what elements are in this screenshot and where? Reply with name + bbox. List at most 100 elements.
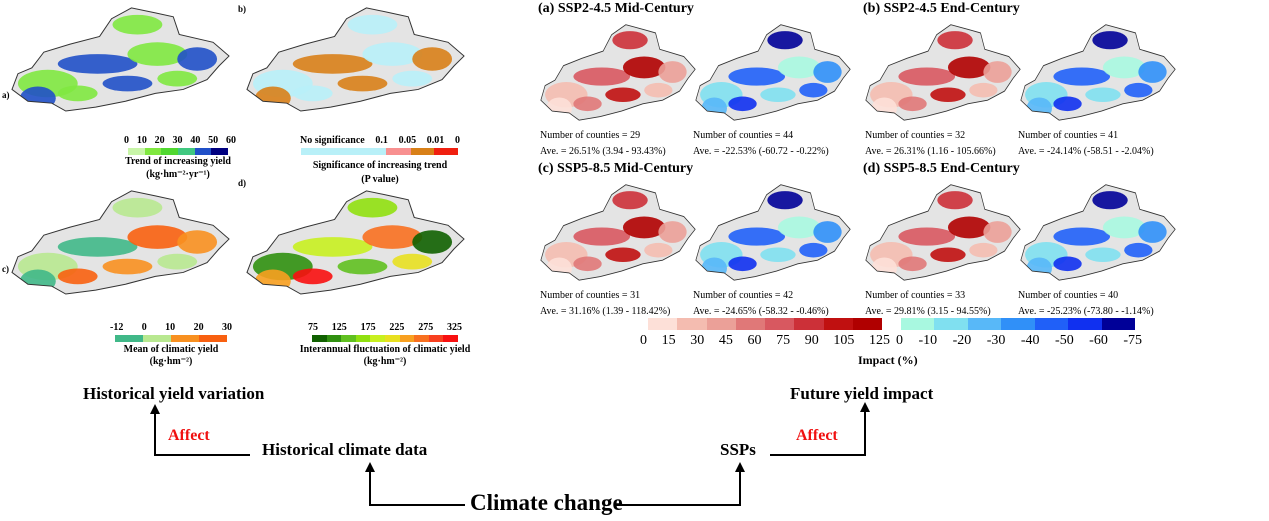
negative-stats: Number of counties = 42 Ave. = -24.65% (-… [693,288,829,320]
legend-b-ticks: No significance 0.1 0.05 0.01 0 [300,135,460,146]
colorbar-swatch [765,318,795,330]
impact-colorbar-negative [901,318,1135,330]
negative-stats: Number of counties = 40 Ave. = -25.23% (-… [1018,288,1154,320]
colorbar-swatch [410,148,435,155]
tick-label: -30 [986,333,1006,348]
colorbar-b [301,148,458,155]
legend-d-title: Interannual fluctuation of climatic yiel… [299,344,471,355]
panel-label-b: b) [238,4,247,14]
tick-label: 50 [208,135,219,146]
tick-label: 75 [308,322,318,333]
tick-label: -40 [1020,333,1040,348]
scenario-title: (b) SSP2-4.5 End-Century [863,1,1020,16]
colorbar-swatch [934,318,968,330]
tick-label: 90 [804,333,819,348]
historical-climate-data: Historical climate data [262,440,428,459]
negative-stats: Number of counties = 44 Ave. = -22.53% (-… [693,128,829,160]
positive-stats: Number of counties = 31 Ave. = 31.16% (1.… [540,288,670,320]
colorbar-swatch [301,148,386,155]
colorbar-swatch [428,335,444,342]
legend-a-title: Trend of increasing yield [125,156,231,167]
negative-counties: Number of counties = 40 [1018,290,1119,301]
colorbar-swatch [144,148,162,155]
negative-counties: Number of counties = 44 [693,130,794,141]
legend-b-title: Significance of increasing trend [312,160,448,171]
colorbar-swatch [341,335,356,342]
negative-stats: Number of counties = 41 Ave. = -24.14% (-… [1018,128,1154,160]
affect-label-left: Affect [168,427,210,444]
legend-a-unit: (kg·hm⁻²·yr⁻¹) [146,169,210,180]
scenario-title: (c) SSP5-8.5 Mid-Century [538,161,694,176]
tick-label: 30 [690,333,705,348]
negative-average: Ave. = -24.65% (-58.32 - -0.46%) [693,306,829,317]
negative-counties: Number of counties = 42 [693,290,794,301]
colorbar-swatch [115,335,143,342]
legend-c-title: Mean of climatic yield [123,344,219,355]
map-negative-impact [1018,182,1178,282]
tick-label: 40 [190,135,201,146]
affect-label-right: Affect [796,427,838,444]
tick-label: 75 [776,333,791,348]
map-d [243,188,468,296]
colorbar-swatch [1068,318,1102,330]
tick-label: -60 [1089,333,1108,348]
positive-average: Ave. = 29.81% (3.15 - 94.55%) [865,306,991,317]
colorbar-swatch [199,335,227,342]
colorbar-swatch [735,318,765,330]
tick-label: 105 [833,333,855,348]
tick-label: 0.1 [375,135,388,146]
positive-stats: Number of counties = 29 Ave. = 26.51% (3.… [540,128,666,160]
colorbar-swatch [211,148,229,155]
legend-b-unit: (P value) [361,174,399,185]
colorbar-swatch [648,318,678,330]
colorbar-swatch [852,318,882,330]
tick-label: 20 [193,322,204,333]
positive-average: Ave. = 26.51% (3.94 - 93.43%) [540,146,666,157]
tick-label: 175 [360,322,376,333]
positive-counties: Number of counties = 31 [540,290,641,301]
negative-average: Ave. = -25.23% (-73.80 - -1.14%) [1018,306,1154,317]
negative-average: Ave. = -22.53% (-60.72 - -0.22%) [693,146,829,157]
positive-stats: Number of counties = 33 Ave. = 29.81% (3.… [865,288,991,320]
tick-label: 60 [225,135,236,146]
tick-label: 45 [718,333,733,348]
arrow-to-future-impact [770,410,866,456]
tick-label: 10 [136,135,147,146]
tick-label: 275 [418,322,434,333]
map-positive-impact [863,182,1023,282]
tick-label: -20 [952,333,972,348]
legend-d-ticks: 75 125 175 225 275 325 [308,322,462,333]
colorbar-swatch [355,335,371,342]
colorbar-swatch [901,318,935,330]
map-positive-impact [863,22,1023,122]
colorbar-swatch [706,318,736,330]
legend-a-ticks: 0 10 20 30 40 50 60 [124,135,236,146]
tick-label: 0 [141,322,147,333]
map-negative-impact [693,182,853,282]
colorbar-swatch [677,318,707,330]
future-yield-impact: Future yield impact [790,384,934,403]
ssps: SSPs [720,440,756,459]
impact-colorbar-positive [648,318,882,330]
tick-label: -12 [110,322,124,333]
tick-label: 10 [165,322,176,333]
colorbar-swatch [384,335,400,342]
arrow-to-historical-climate [369,470,465,506]
colorbar-swatch [414,335,429,342]
colorbar-swatch [1034,318,1069,330]
map-a [8,5,233,113]
map-negative-impact [1018,22,1178,122]
map-negative-impact [693,22,853,122]
tick-label: 0.05 [398,135,417,146]
colorbar-swatch [178,148,195,155]
panel-label-a: a) [2,90,10,100]
colorbar-swatch [385,148,411,155]
negative-counties: Number of counties = 41 [1018,130,1119,141]
colorbar-c [115,335,227,342]
colorbar-swatch [1001,318,1035,330]
scenario-title: (a) SSP2-4.5 Mid-Century [538,1,694,16]
map-c [8,188,233,296]
map-b [243,5,468,113]
map-positive-impact [538,22,698,122]
colorbar-swatch [312,335,327,342]
